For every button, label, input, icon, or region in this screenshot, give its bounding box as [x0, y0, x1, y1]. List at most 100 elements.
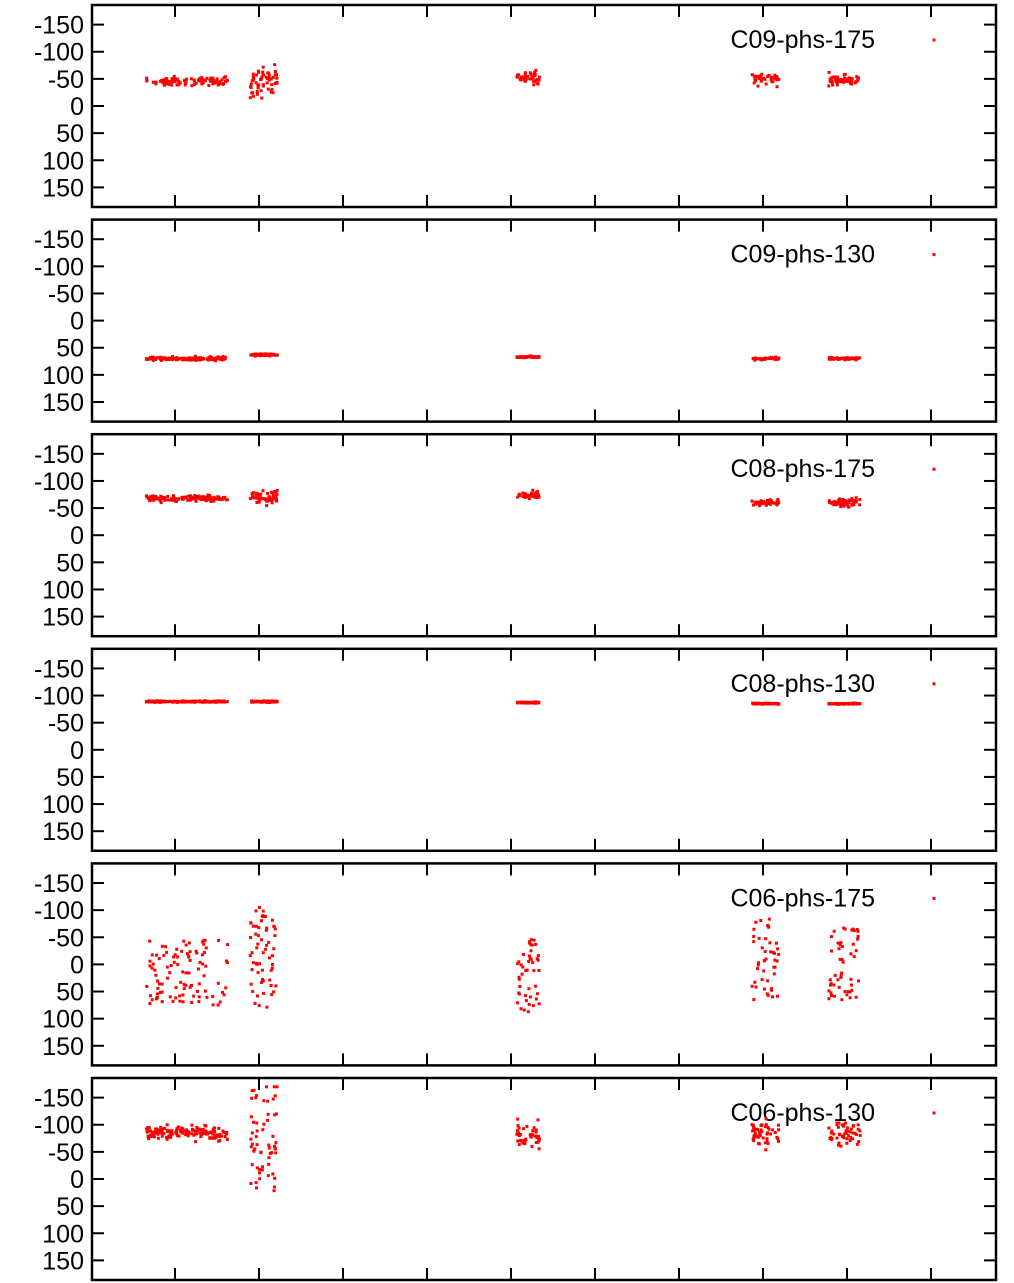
data-point: [201, 356, 205, 360]
data-point: [756, 963, 760, 967]
data-point: [187, 358, 191, 362]
data-point: [145, 79, 149, 83]
data-point: [204, 946, 208, 950]
data-point: [162, 357, 166, 361]
y-tick-label: -50: [48, 1139, 84, 1167]
data-point: [257, 1004, 261, 1008]
data-point: [829, 983, 832, 987]
data-point: [828, 80, 832, 83]
data-point: [531, 701, 535, 705]
data-point: [835, 503, 839, 507]
data-point: [531, 355, 534, 359]
data-point: [856, 1123, 860, 1127]
data-point: [527, 1002, 531, 1006]
data-point: [201, 78, 205, 82]
data-point: [172, 494, 175, 498]
data-point: [848, 996, 852, 1000]
data-point: [858, 1129, 862, 1133]
data-point: [836, 77, 840, 81]
data-point: [269, 984, 273, 987]
data-point: [176, 963, 180, 966]
data-point: [274, 1151, 278, 1155]
data-point: [148, 357, 152, 361]
data-point: [839, 974, 843, 977]
data-point: [195, 496, 199, 499]
data-point: [836, 1125, 840, 1129]
data-point: [760, 500, 764, 504]
data-point: [273, 70, 277, 73]
data-point: [777, 952, 781, 956]
data-point: [180, 495, 184, 499]
data-point: [254, 81, 258, 85]
data-point: [536, 1140, 540, 1144]
data-point: [187, 955, 191, 959]
data-point: [774, 501, 778, 505]
data-point: [850, 77, 854, 81]
data-point: [522, 1127, 525, 1131]
data-point: [164, 498, 168, 502]
data-point: [198, 700, 202, 704]
data-point: [271, 1097, 275, 1101]
data-point: [274, 1112, 278, 1116]
data-point: [216, 1003, 220, 1007]
data-point: [534, 942, 538, 946]
data-point: [199, 79, 203, 83]
data-point: [194, 81, 198, 85]
data-point: [850, 503, 854, 507]
data-point: [845, 1141, 849, 1145]
data-point: [528, 354, 532, 358]
data-point: [162, 78, 166, 82]
y-tick-label: -100: [34, 253, 84, 281]
data-point: [272, 924, 276, 928]
data-point: [777, 1123, 780, 1127]
data-point: [855, 928, 859, 931]
data-point: [254, 924, 258, 928]
data-point: [839, 975, 843, 979]
data-point: [249, 82, 253, 86]
data-point: [249, 86, 253, 89]
data-point: [163, 1127, 167, 1130]
data-point: [765, 1137, 769, 1141]
data-point: [843, 357, 847, 361]
data-point: [175, 83, 179, 87]
data-point: [164, 77, 168, 80]
data-point: [206, 494, 210, 498]
data-point: [220, 699, 224, 703]
data-point: [250, 91, 254, 95]
data-point: [206, 357, 210, 361]
data-point: [148, 964, 152, 968]
data-point: [201, 953, 204, 957]
data-point: [762, 969, 766, 973]
data-point: [529, 943, 533, 947]
data-point: [772, 965, 776, 969]
data-point: [197, 1127, 201, 1131]
series-points: [145, 63, 860, 100]
data-point: [774, 941, 778, 945]
data-point: [853, 357, 856, 361]
data-point: [830, 935, 833, 939]
data-point: [202, 496, 206, 500]
data-point: [270, 954, 274, 958]
data-point: [204, 498, 208, 502]
data-point: [769, 75, 773, 79]
data-point: [767, 356, 771, 360]
data-point: [272, 1189, 276, 1193]
data-point: [837, 985, 841, 989]
data-point: [524, 355, 528, 359]
data-point: [521, 1141, 525, 1145]
data-point: [200, 82, 204, 86]
data-point: [249, 1137, 253, 1141]
data-point: [522, 77, 526, 81]
data-point: [188, 950, 192, 954]
data-point: [212, 80, 216, 84]
data-point: [764, 937, 768, 941]
data-point: [269, 490, 273, 494]
y-tick-label: 100: [42, 791, 84, 819]
legend-label: C09-phs-175: [730, 26, 875, 54]
y-tick-label: 50: [56, 979, 84, 1007]
data-point: [852, 955, 856, 959]
data-point: [270, 700, 274, 703]
data-point: [162, 1132, 166, 1136]
data-point: [827, 84, 831, 88]
data-point: [208, 1131, 212, 1135]
